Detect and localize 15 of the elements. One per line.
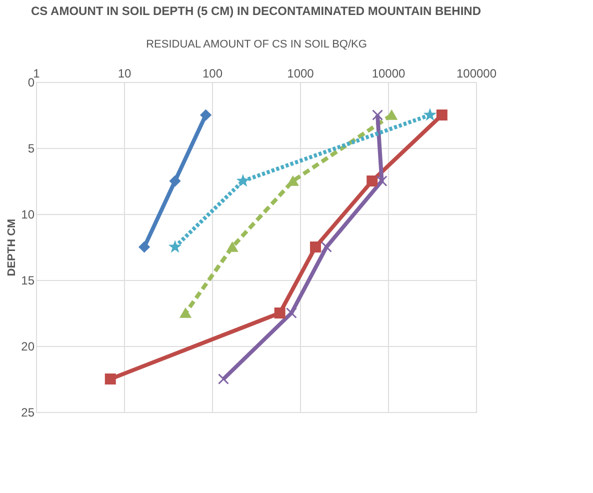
y-tick-label: 25 [21,406,35,420]
y-tick-label: 15 [21,274,35,288]
y-tick-label: 10 [21,208,35,222]
x-tick-label: 100 [202,66,223,80]
x-tick-label: 1000 [287,66,314,80]
x-tick-label: 100000 [456,66,497,80]
chart-title: CS AMOUNT IN SOIL DEPTH (5 CM) IN DECONTAMINATED MOUNTAIN BEHIND [31,4,482,18]
y-tick-label: 20 [21,340,35,354]
y-tick-label: 5 [28,142,35,156]
y-tick-label: 0 [28,76,35,90]
y-axis-title: DEPTH CM [6,218,18,276]
x-tick-label: 1 [33,66,40,80]
x-tick-label: 10000 [372,66,406,80]
x-axis-title: RESIDUAL AMOUNT OF CS IN SOIL BQ/KG [146,38,367,50]
x-tick-label: 10 [118,66,132,80]
